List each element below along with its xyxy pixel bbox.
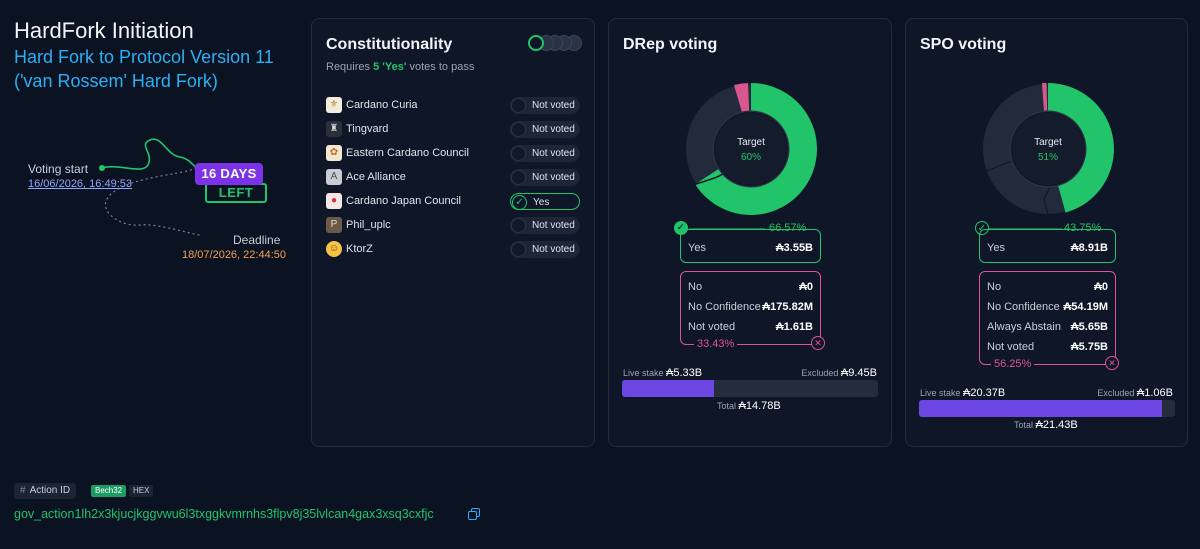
member-row: ♜ Tingvard Not voted [326,121,582,139]
spo-donut-chart [983,82,1114,216]
member-row: P Phil_uplc Not voted [326,217,582,235]
not-voted-value: ₳1.61B [775,321,813,333]
hex-tab[interactable]: HEX [129,485,154,497]
voting-start-date[interactable]: 16/06/2026, 16:49:53 [28,178,132,190]
drep-yes-percent: 66.57% [769,222,807,234]
ace-icon: A [326,169,342,185]
drep-target-value: 60% [740,152,761,163]
not-voted-label: Not voted [987,341,1035,353]
requirement-text: Requires 5 'Yes' votes to pass [326,61,475,73]
spo-target-label: Target [1034,137,1062,148]
not-voted-value: ₳5.75B [1070,341,1108,353]
vote-progress-dots [528,35,584,51]
yes-label: Yes [987,242,1005,254]
spo-yes-box: Yes ₳8.91B [979,229,1116,263]
member-vote-status: Not voted [510,241,580,258]
eastern-council-icon: ✿ [326,145,342,161]
spo-excluded-stake: Excluded ₳1.06B [1097,387,1173,399]
member-name: Cardano Japan Council [346,195,461,207]
member-name: Eastern Cardano Council [346,147,469,159]
phil-avatar-icon: P [326,217,342,233]
drep-stake-bar [622,380,878,397]
yes-value: ₳3.55B [775,242,813,254]
no-confidence-label: No Confidence [987,301,1060,313]
close-icon: ✕ [1105,356,1119,370]
drep-target-label: Target [737,137,765,148]
member-row: ☺ KtorZ Not voted [326,241,582,259]
drep-card: DRep voting Target 60% ✓ 66.57% Yes ₳3.5… [608,18,892,447]
close-icon: ✕ [811,336,825,350]
drep-live-stake: Live stake ₳5.33B [623,367,703,379]
no-confidence-value: ₳175.82M [762,301,813,313]
no-label: No [688,281,703,293]
page-title: HardFork Initiation [14,18,194,43]
days-left-bottom: LEFT [205,183,267,203]
proposal-subtitle: Hard Fork to Protocol Version 11 ('van R… [14,47,274,91]
bech32-tab[interactable]: Bech32 [91,485,127,497]
member-vote-status: Not voted [510,145,580,162]
spo-no-percent: 56.25% [991,358,1035,370]
deadline-date: 18/07/2026, 22:44:50 [182,249,286,261]
ktorz-avatar-icon: ☺ [326,241,342,257]
days-left-badge: LEFT 16 DAYS [195,163,271,205]
no-value: ₳0 [798,281,813,293]
deadline-label: Deadline [233,233,281,247]
check-icon: ✓ [512,195,527,210]
member-row: A Ace Alliance Not voted [326,169,582,187]
gov-action-id[interactable]: gov_action1lh2x3kjucjkggvwu6l3txggkvmrnh… [14,507,434,521]
spo-no-box: No ₳0 No Confidence ₳54.19M Always Absta… [979,271,1116,365]
no-value: ₳0 [1093,281,1108,293]
always-abstain-label: Always Abstain [987,321,1061,333]
drep-stake-bar-fill [622,380,715,397]
drep-no-percent: 33.43% [694,338,738,350]
member-name: Cardano Curia [346,99,418,111]
timeline-path [99,138,200,236]
no-confidence-label: No Confidence [688,301,761,313]
copy-icon[interactable] [468,508,480,520]
member-vote-status: Not voted [510,217,580,234]
member-name: Tingvard [346,123,389,135]
tingvard-icon: ♜ [326,121,342,137]
curia-icon: ⚜ [326,97,342,113]
spo-card: SPO voting Target 51% ✓ 43.75% Yes ₳8.91… [905,18,1188,447]
member-name: Ace Alliance [346,171,406,183]
drep-no-box: No ₳0 No Confidence ₳175.82M Not voted ₳… [680,271,821,345]
member-row: ● Cardano Japan Council ✓ Yes [326,193,582,211]
constitutionality-title: Constitutionality [326,36,453,53]
member-name: Phil_uplc [346,219,391,231]
voting-start-label: Voting start [28,162,89,176]
progress-dot-filled [528,35,544,51]
spo-title: SPO voting [920,36,1007,53]
japan-council-icon: ● [326,193,342,209]
days-left-top: 16 DAYS [195,163,263,185]
member-vote-status: ✓ Yes [510,193,580,210]
constitutionality-card: Constitutionality Requires 5 'Yes' votes… [311,18,595,447]
member-vote-status: Not voted [510,97,580,114]
no-label: No [987,281,1002,293]
drep-donut-chart [686,83,817,215]
spo-stake-bar-fill [919,400,1163,417]
not-voted-label: Not voted [688,321,736,333]
spo-target-value: 51% [1037,152,1058,163]
member-row: ⚜ Cardano Curia Not voted [326,97,582,115]
action-id-label: # Action ID [14,483,77,499]
no-confidence-value: ₳54.19M [1063,301,1108,313]
spo-stake-bar [919,400,1175,417]
member-vote-status: Not voted [510,169,580,186]
drep-yes-box: Yes ₳3.55B [680,229,821,263]
always-abstain-value: ₳5.65B [1070,321,1108,333]
drep-total-stake: Total ₳14.78B [717,400,781,412]
member-name: KtorZ [346,243,373,255]
drep-title: DRep voting [623,36,718,53]
hash-icon: # [20,485,26,496]
yes-label: Yes [688,242,706,254]
spo-live-stake: Live stake ₳20.37B [920,387,1006,399]
drep-excluded-stake: Excluded ₳9.45B [801,367,877,379]
spo-yes-percent: 43.75% [1064,222,1102,234]
member-row: ✿ Eastern Cardano Council Not voted [326,145,582,163]
spo-total-stake: Total ₳21.43B [1014,419,1078,431]
yes-value: ₳8.91B [1070,242,1108,254]
member-vote-status: Not voted [510,121,580,138]
